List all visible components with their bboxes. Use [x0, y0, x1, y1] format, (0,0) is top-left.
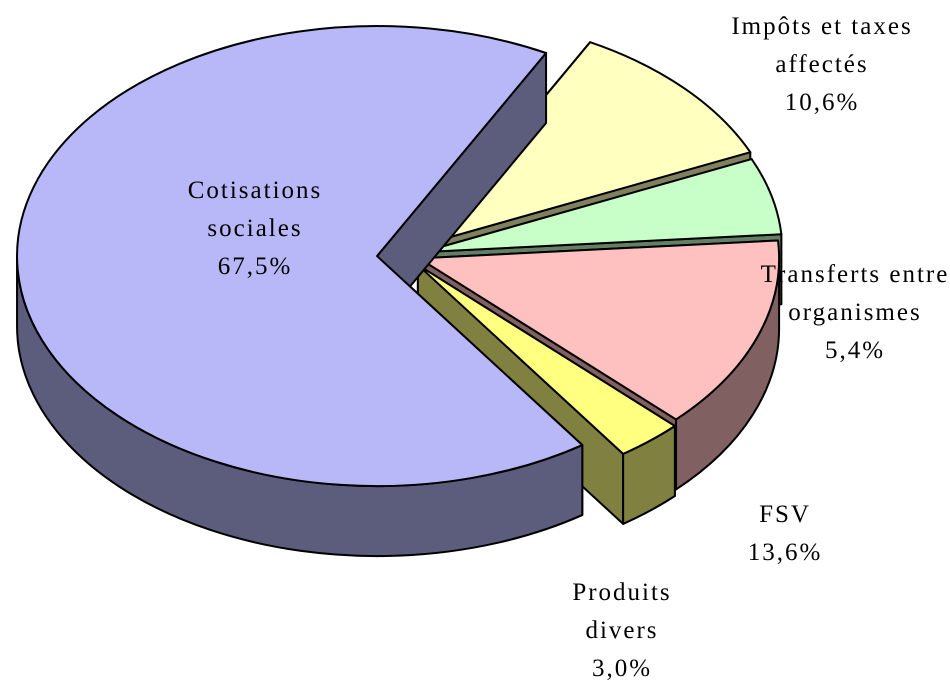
value-label: 67,5% [217, 253, 293, 280]
slice-label: Cotisations sociales 67,5% [150, 172, 360, 286]
value-label: 13,6% [747, 539, 823, 566]
category-name: Cotisations sociales [187, 177, 323, 242]
value-label: 10,6% [784, 89, 860, 116]
slice-label: Transferts entre organismes 5,4% [760, 256, 950, 370]
value-label: 3,0% [591, 655, 653, 682]
pie-slice [16, 25, 584, 558]
category-name: FSV [759, 501, 811, 528]
slice-top [416, 263, 676, 455]
category-name: Impôts et taxes affectés [731, 13, 913, 78]
value-label: 5,4% [824, 337, 886, 364]
slice-top [418, 239, 781, 421]
slice-label: FSV 13,6% [720, 496, 850, 572]
slice-label: Impôts et taxes affectés 10,6% [722, 8, 922, 122]
slice-label: Produits divers 3,0% [537, 574, 707, 688]
category-name: Produits divers [572, 579, 672, 644]
slice-top [16, 25, 584, 488]
category-name: Transferts entre organismes [760, 261, 950, 326]
slice-top [421, 158, 783, 254]
slice-top [420, 41, 752, 247]
